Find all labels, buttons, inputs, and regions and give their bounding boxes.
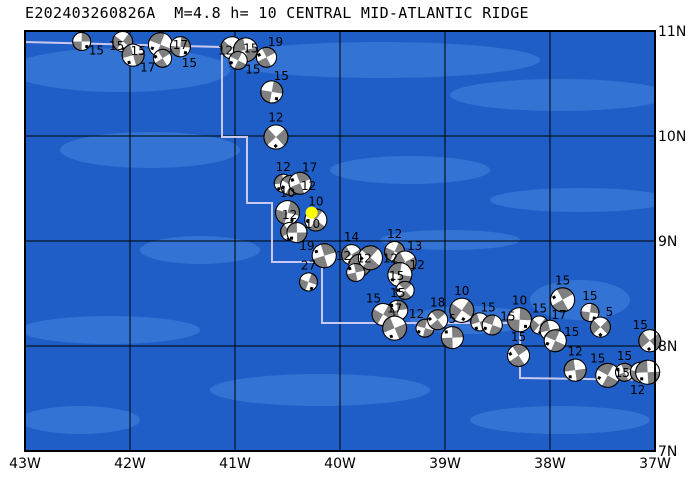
beachball[interactable] [635, 359, 661, 385]
bathymetry-shading [25, 42, 655, 434]
beachball[interactable] [309, 241, 339, 271]
beachball[interactable] [120, 42, 147, 69]
beachball[interactable] [379, 312, 410, 343]
depth-label: 15 [555, 273, 570, 287]
depth-label: 12 [630, 383, 645, 397]
depth-label: 15 [532, 302, 547, 316]
beachball[interactable] [286, 169, 315, 198]
beachball[interactable] [541, 326, 570, 355]
depth-label: 15 [633, 318, 648, 332]
depth-label: 17 [387, 302, 402, 316]
beachball[interactable] [392, 278, 417, 303]
depth-label: 15 [245, 62, 260, 76]
depth-label: 12 [336, 249, 351, 263]
depth-label: 12 [282, 208, 297, 222]
beachball[interactable] [169, 36, 192, 58]
depth-label: 15 [89, 44, 104, 58]
depth-label: 27 [301, 258, 316, 272]
y-tick-label: 11N [658, 24, 686, 40]
depth-label: 17 [551, 308, 566, 322]
beachball[interactable] [150, 46, 175, 71]
beachball[interactable] [503, 340, 534, 371]
depth-label: 10 [305, 217, 320, 231]
depth-label: 12 [568, 345, 583, 359]
x-tick-label: 43W [9, 456, 41, 472]
depth-label: 14 [344, 230, 359, 244]
beachball[interactable] [286, 222, 308, 244]
depth-label: 18 [430, 295, 445, 309]
beachball[interactable] [72, 32, 92, 51]
x-tick-label: 39W [429, 456, 461, 472]
depth-label: 10 [454, 284, 469, 298]
beachball[interactable] [259, 79, 284, 104]
beachball[interactable] [345, 262, 366, 283]
depth-label: 15 [390, 286, 405, 300]
beachball[interactable] [586, 313, 614, 341]
depth-label: 15 [389, 269, 404, 283]
depth-label: 12 [357, 251, 372, 265]
depth-label: 15 [615, 366, 630, 380]
x-tick-label: 37W [639, 456, 671, 472]
beachball[interactable] [386, 261, 413, 288]
x-tick-label: 41W [219, 456, 251, 472]
depth-label: 17 [302, 160, 317, 174]
depth-label: 13 [407, 239, 422, 253]
depth-label: 15 [590, 352, 605, 366]
depth-label: 10 [308, 195, 323, 209]
events-layer [72, 31, 662, 392]
depth-label: 19 [299, 239, 314, 253]
depth-label: 15 [582, 289, 597, 303]
x-tick-label: 38W [534, 456, 566, 472]
depth-label: 12 [410, 258, 425, 272]
depth-label: 15 [511, 330, 526, 344]
beachball[interactable] [259, 120, 293, 154]
depth-label: 15 [617, 349, 632, 363]
depth-label: 15 [366, 292, 381, 306]
beachball[interactable] [440, 326, 464, 350]
depth-label: 12 [301, 179, 316, 193]
depth-label: 5 [449, 312, 457, 326]
beachball[interactable] [580, 302, 600, 322]
depth-label: 15 [564, 325, 579, 339]
map-frame [24, 30, 656, 452]
depth-label: 17 [140, 60, 155, 74]
beachball[interactable] [546, 283, 579, 316]
x-tick-label: 40W [324, 456, 356, 472]
depth-label: 19 [268, 35, 283, 49]
depth-label: 15 [131, 44, 146, 58]
beachball[interactable] [591, 359, 624, 392]
depth-label: 5 [606, 305, 614, 319]
beachball[interactable] [480, 312, 505, 337]
depth-label: 15 [481, 301, 496, 315]
depth-label: 12 [383, 251, 398, 265]
depth-label: 15 [243, 41, 258, 55]
depth-label: 12 [276, 160, 291, 174]
target-event-marker [305, 206, 318, 219]
depth-label: 12 [268, 111, 283, 125]
beachball[interactable] [563, 358, 588, 383]
depth-label: 12 [387, 227, 402, 241]
depth-label: 15 [500, 310, 515, 324]
beachball[interactable] [424, 306, 452, 334]
y-tick-label: 10N [658, 129, 686, 145]
depth-label: 10 [280, 186, 295, 200]
x-tick-label: 42W [114, 456, 146, 472]
depth-label: 12 [409, 307, 424, 321]
y-tick-label: 8N [658, 339, 677, 355]
depth-label: 15 [274, 69, 289, 83]
depth-label: 10 [512, 293, 527, 307]
depth-label: 12 [218, 43, 233, 57]
map-title: E202403260826A M=4.8 h= 10 CENTRAL MID-A… [25, 4, 529, 22]
depth-label: 17 [173, 38, 188, 52]
beachball[interactable] [253, 44, 280, 71]
y-tick-label: 9N [658, 234, 677, 250]
beachball[interactable] [226, 48, 250, 72]
depth-label: 15 [182, 56, 197, 70]
y-tick-label: 7N [658, 444, 677, 460]
depth-label: 15 [109, 39, 124, 53]
beachball[interactable] [297, 270, 320, 293]
